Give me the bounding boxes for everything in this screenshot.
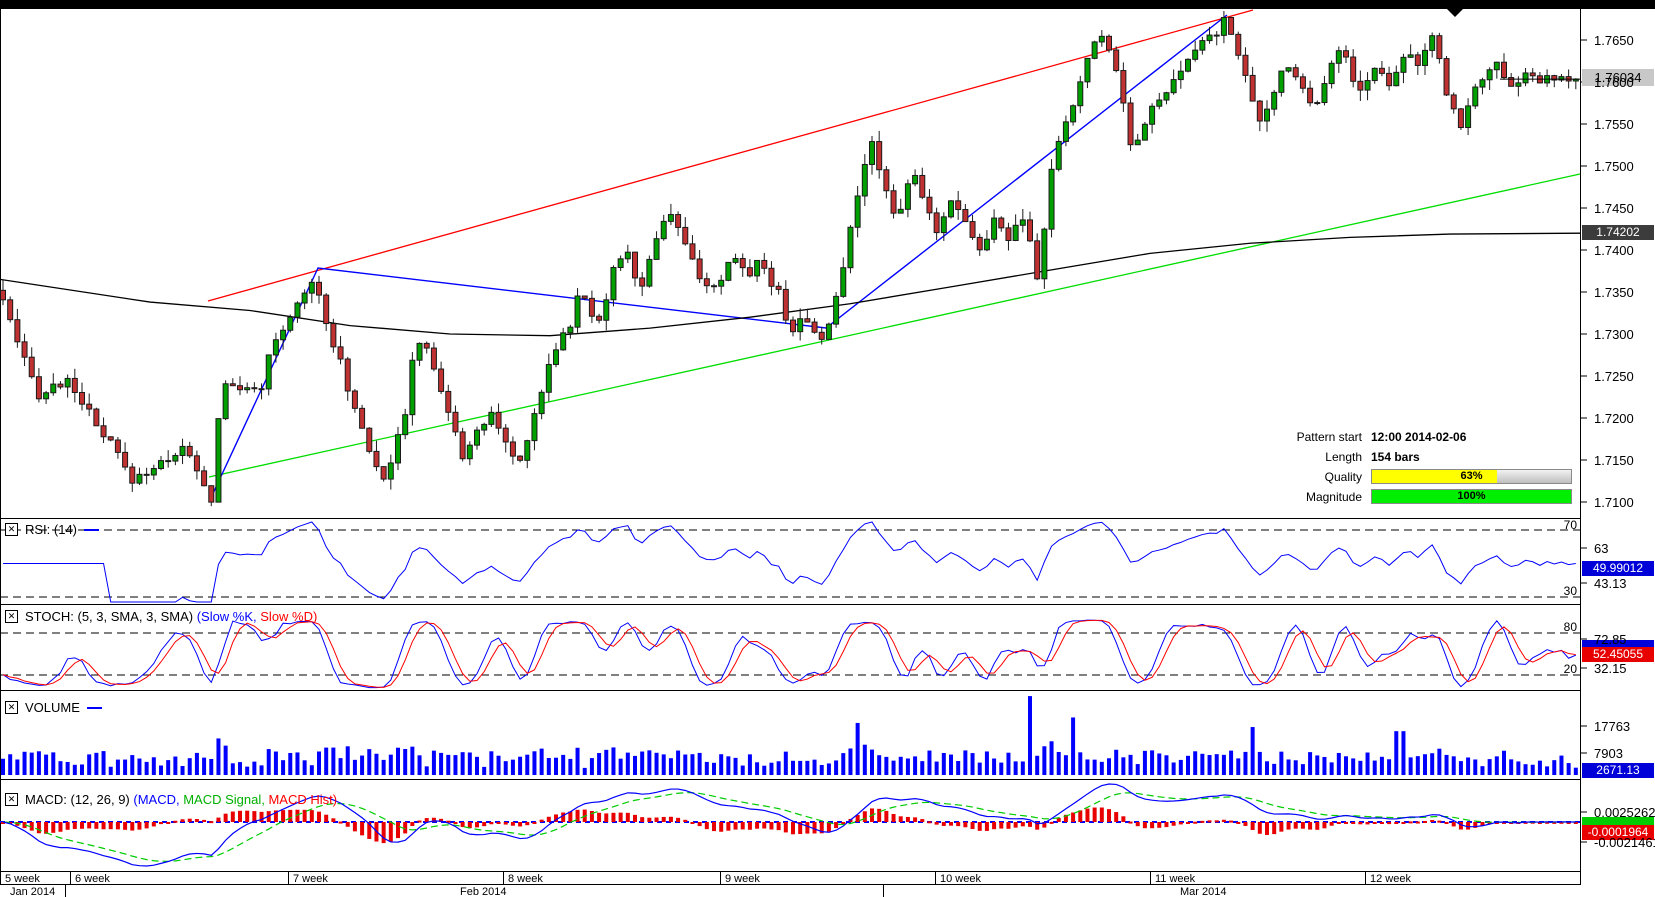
week-axis-label: 8 week [508, 873, 543, 885]
macd-panel-header: ✕ MACD: (12, 26, 9) (MACD, MACD Signal, M… [5, 792, 337, 807]
rsi-line-sample-icon [84, 528, 100, 531]
price-axis-label: 1.7150 [1594, 453, 1634, 468]
price-axis-label: 1.7300 [1594, 327, 1634, 342]
volume-title: VOLUME [25, 700, 80, 715]
rsi-upper-level-label: 70 [1563, 518, 1577, 532]
week-axis-label: 9 week [725, 873, 760, 885]
stoch-k-value-badge [1582, 640, 1654, 649]
stoch-d-value-badge: 52.45055 [1582, 647, 1654, 662]
month-axis-label: Mar 2014 [1180, 886, 1227, 897]
pattern-start-value: 12:00 2014-02-06 [1371, 430, 1467, 444]
ma-value-badge: 1.74202 [1582, 225, 1654, 240]
pattern-quality-percent: 63% [1460, 470, 1483, 482]
pattern-magnitude-label: Magnitude [1305, 490, 1362, 504]
macd-signal-legend: MACD Signal, [183, 792, 269, 807]
volume-axis-label: 17763 [1594, 719, 1631, 734]
month-axis-label: Jan 2014 [10, 886, 56, 897]
top-scroll-strip [0, 0, 1655, 9]
price-axis-label: 1.7250 [1594, 369, 1634, 384]
stoch-visibility-checkbox[interactable]: ✕ [5, 610, 18, 623]
stoch-axis-label: 72.85 [1594, 632, 1627, 647]
rsi-axis-label: 63 [1594, 541, 1609, 556]
rsi-value-badge: 49.99012 [1582, 561, 1654, 576]
price-axis-label: 1.7550 [1594, 117, 1634, 132]
week-axis-label: 6 week [75, 873, 110, 885]
pattern-quality-bar: 63% [1371, 469, 1572, 484]
volume-panel-header: ✕ VOLUME [5, 700, 102, 715]
price-axis-label: 1.7200 [1594, 411, 1634, 426]
pattern-length-label: Length [1325, 450, 1362, 464]
pattern-magnitude-percent: 100% [1457, 490, 1486, 502]
macd-value-badge: -0.0001964 [1582, 825, 1654, 840]
week-axis-label: 10 week [940, 873, 981, 885]
stoch-upper-level-label: 80 [1563, 620, 1577, 634]
macd-title: MACD: (12, 26, 9) [25, 792, 134, 807]
price-axis-label: 1.7500 [1594, 159, 1634, 174]
pattern-quality-label: Quality [1324, 470, 1362, 484]
macd-line-legend: (MACD, [133, 792, 184, 807]
volume-visibility-checkbox[interactable]: ✕ [5, 701, 18, 714]
week-axis-label: 7 week [293, 873, 328, 885]
price-axis-label: 1.7350 [1594, 285, 1634, 300]
macd-signal-value-badge [1582, 817, 1654, 825]
pattern-start-label: Pattern start [1296, 430, 1362, 444]
volume-axis-label: 7903 [1594, 746, 1623, 761]
price-axis-label: 1.7650 [1594, 33, 1634, 48]
current-price-badge: 1.76034 [1582, 69, 1654, 86]
chart-shift-marker-icon[interactable] [1447, 9, 1463, 17]
rsi-visibility-checkbox[interactable]: ✕ [5, 523, 18, 536]
stoch-slowk-legend: (Slow %K, [196, 609, 261, 624]
stoch-panel-header: ✕ STOCH: (5, 3, SMA, 3, SMA) (Slow %K, Sl… [5, 609, 317, 624]
rsi-axis-label: 43.13 [1594, 576, 1627, 591]
price-axis-label: 1.7600 [1594, 75, 1634, 90]
macd-visibility-checkbox[interactable]: ✕ [5, 793, 18, 806]
stoch-axis-label: 32.15 [1594, 661, 1627, 676]
pattern-length-value: 154 bars [1371, 450, 1420, 464]
rsi-panel-header: ✕ RSI: (14) [5, 522, 100, 537]
rsi-lower-level-label: 30 [1563, 584, 1577, 598]
stoch-slowd-legend: Slow %D) [260, 609, 318, 624]
macd-axis-label: -0.0021461 [1594, 835, 1655, 850]
price-axis-label: 1.7450 [1594, 201, 1634, 216]
volume-value-badge: 2671.13 [1582, 763, 1654, 778]
macd-axis-label: 0.0025262 [1594, 805, 1655, 820]
month-axis-label: Feb 2014 [460, 886, 507, 897]
week-axis-label: 5 week [5, 873, 40, 885]
volume-line-sample-icon [86, 706, 102, 709]
pattern-magnitude-fill [1372, 490, 1571, 503]
pattern-magnitude-bar: 100% [1371, 489, 1572, 504]
week-axis-label: 12 week [1370, 873, 1411, 885]
pattern-quality-fill [1372, 470, 1498, 483]
week-axis-label: 11 week [1155, 873, 1196, 885]
macd-hist-legend: MACD Hist) [268, 792, 338, 807]
rsi-title: RSI: (14) [25, 522, 78, 537]
stoch-title: STOCH: (5, 3, SMA, 3, SMA) [25, 609, 197, 624]
price-axis-label: 1.7100 [1594, 495, 1634, 510]
price-axis-label: 1.7400 [1594, 243, 1634, 258]
stoch-lower-level-label: 20 [1563, 662, 1577, 676]
